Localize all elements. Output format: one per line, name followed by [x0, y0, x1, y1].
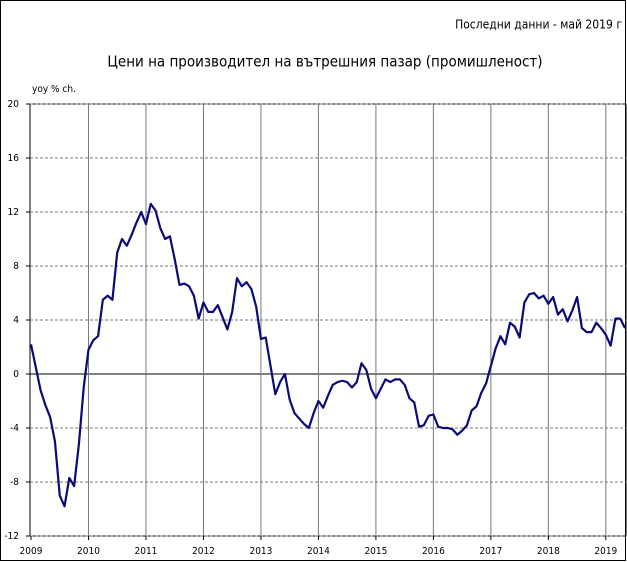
x-tick-label: 2014 [307, 546, 330, 557]
x-tick-label: 2016 [422, 546, 445, 557]
series-line [29, 202, 626, 508]
x-tick-label: 2018 [537, 546, 560, 557]
x-tick-label: 2010 [77, 546, 100, 557]
y-tick-label: 8 [13, 261, 19, 272]
y-tick-label: 16 [8, 153, 20, 164]
x-tick-label: 2015 [364, 546, 387, 557]
x-tick-label: 2011 [135, 546, 158, 557]
x-tick-label: 2013 [249, 546, 272, 557]
x-tick-label: 2009 [20, 546, 43, 557]
y-tick-label: -12 [4, 531, 19, 542]
y-tick-label: -8 [10, 477, 19, 488]
y-tick-label: 4 [13, 315, 19, 326]
y-tick-label: -4 [10, 423, 19, 434]
chart-title: Цени на производител на вътрешния пазар … [107, 53, 542, 71]
y-tick-label: 12 [8, 207, 19, 218]
y-tick-label: 20 [8, 99, 20, 110]
x-tick-label: 2019 [594, 546, 617, 557]
x-tick-label: 2012 [192, 546, 215, 557]
y-axis-label: yoy % ch. [32, 84, 76, 95]
y-tick-label: 0 [13, 369, 19, 380]
x-tick-label: 2017 [479, 546, 502, 557]
subtitle: Последни данни - май 2019 г [455, 18, 622, 32]
